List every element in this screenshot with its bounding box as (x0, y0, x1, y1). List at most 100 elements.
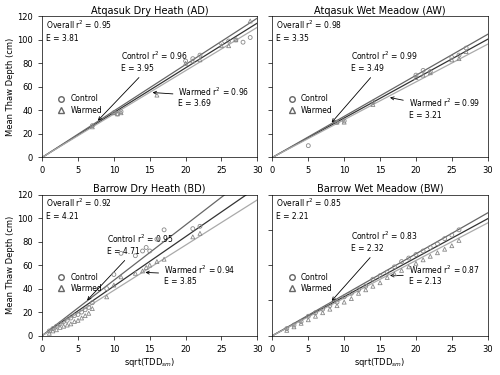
X-axis label: sqrt(TDD$_{sm}$): sqrt(TDD$_{sm}$) (124, 357, 176, 369)
Point (88, 123, 96, 129)
Point (49, 326, 57, 332)
Point (376, 280, 384, 286)
Point (74, 312, 82, 318)
Point (60, 318, 68, 324)
Point (333, 299, 341, 305)
Point (196, 230, 204, 236)
Point (189, 226, 197, 232)
Point (78, 315, 86, 321)
Point (67, 315, 75, 321)
Point (142, 264, 150, 270)
Point (160, 227, 168, 233)
Point (369, 276, 377, 282)
Point (117, 274, 125, 280)
Text: Control r$^2$ = 0.96
E = 3.95: Control r$^2$ = 0.96 E = 3.95 (98, 50, 188, 120)
Point (46, 330, 54, 336)
Point (110, 282, 118, 288)
Point (426, 69, 434, 75)
Point (369, 99, 377, 105)
Y-axis label: Mean Thaw Depth (cm): Mean Thaw Depth (cm) (6, 216, 15, 314)
Point (56, 321, 64, 327)
Point (153, 259, 161, 265)
Point (63, 317, 71, 323)
Point (81, 313, 89, 319)
Point (340, 294, 348, 300)
Point (88, 124, 96, 130)
Point (318, 310, 326, 316)
Point (283, 327, 291, 333)
Point (114, 111, 122, 117)
Point (70, 318, 78, 324)
Title: Barrow Dry Heath (BD): Barrow Dry Heath (BD) (94, 184, 206, 194)
Text: Overall r$^2$ = 0.85
E = 2.21: Overall r$^2$ = 0.85 E = 2.21 (276, 196, 342, 220)
Point (434, 250, 442, 256)
Point (142, 244, 150, 250)
Point (49, 328, 57, 334)
Point (102, 286, 110, 292)
Point (434, 241, 442, 247)
Point (448, 57, 456, 63)
Point (369, 283, 377, 289)
Point (196, 223, 204, 229)
Point (52, 327, 60, 333)
Point (440, 246, 448, 252)
Point (218, 43, 226, 49)
Point (146, 262, 154, 268)
Point (56, 324, 64, 330)
Point (290, 324, 298, 330)
Legend: Control, Warmed: Control, Warmed (53, 94, 103, 116)
Point (110, 110, 118, 116)
Point (362, 283, 370, 289)
Point (333, 303, 341, 309)
Point (74, 317, 82, 323)
Point (153, 236, 161, 242)
Point (196, 52, 204, 58)
Point (312, 310, 320, 316)
Text: Control r$^2$ = 0.99
E = 3.49: Control r$^2$ = 0.99 E = 3.49 (332, 50, 418, 122)
Point (304, 313, 312, 319)
Point (333, 119, 341, 125)
Point (390, 264, 398, 270)
Legend: Control, Warmed: Control, Warmed (283, 272, 333, 294)
Point (448, 243, 456, 249)
Point (462, 45, 470, 51)
Point (138, 248, 146, 254)
Point (60, 323, 68, 329)
Text: Warmed r$^2$ = 0.99
E = 3.21: Warmed r$^2$ = 0.99 E = 3.21 (391, 97, 480, 120)
Point (218, 40, 226, 46)
Point (138, 268, 146, 274)
Point (78, 309, 86, 315)
Point (63, 322, 71, 328)
Text: Overall r$^2$ = 0.92
E = 4.21: Overall r$^2$ = 0.92 E = 4.21 (46, 197, 112, 221)
Point (455, 52, 463, 58)
Point (405, 255, 413, 261)
Text: Control r$^2$ = 0.95
E = 4.71: Control r$^2$ = 0.95 E = 4.71 (88, 233, 174, 300)
Point (246, 34, 254, 40)
Point (412, 75, 420, 81)
Point (88, 300, 96, 306)
Point (455, 56, 463, 62)
Point (132, 270, 140, 276)
Point (52, 323, 60, 329)
Point (189, 234, 197, 240)
Point (419, 257, 427, 263)
Point (398, 267, 406, 273)
Point (182, 58, 190, 64)
Point (67, 321, 75, 327)
Point (160, 256, 168, 262)
Point (312, 313, 320, 319)
Point (354, 290, 362, 296)
Point (81, 307, 89, 313)
Point (419, 68, 427, 74)
Point (348, 296, 356, 302)
Point (383, 269, 391, 275)
Point (85, 304, 93, 310)
Title: Atqasuk Wet Meadow (AW): Atqasuk Wet Meadow (AW) (314, 6, 446, 15)
Title: Barrow Wet Meadow (BW): Barrow Wet Meadow (BW) (316, 184, 444, 194)
Point (239, 39, 247, 45)
Point (462, 49, 470, 55)
Point (132, 253, 140, 259)
Point (326, 306, 334, 312)
Point (46, 328, 54, 334)
Point (224, 38, 232, 44)
